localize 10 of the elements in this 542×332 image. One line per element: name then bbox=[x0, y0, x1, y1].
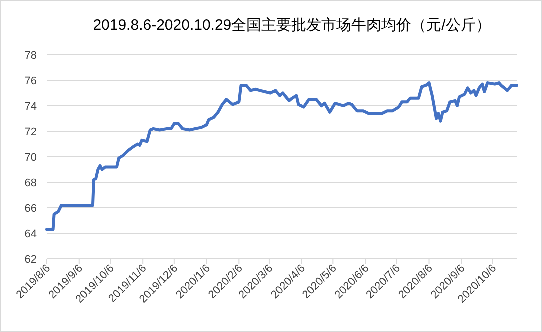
y-tick-label: 66 bbox=[24, 203, 37, 215]
y-tick-label: 76 bbox=[24, 76, 37, 88]
y-tick-label: 74 bbox=[24, 101, 37, 113]
y-tick-label: 70 bbox=[24, 152, 37, 164]
y-tick-label: 72 bbox=[24, 126, 37, 138]
chart-title: 2019.8.6-2020.10.29全国主要批发市场牛肉均价（元/公斤） bbox=[93, 17, 491, 34]
y-tick-label: 78 bbox=[24, 50, 37, 62]
y-tick-label: 64 bbox=[24, 228, 37, 240]
y-tick-label: 68 bbox=[24, 178, 37, 190]
y-tick-label: 62 bbox=[24, 254, 37, 266]
